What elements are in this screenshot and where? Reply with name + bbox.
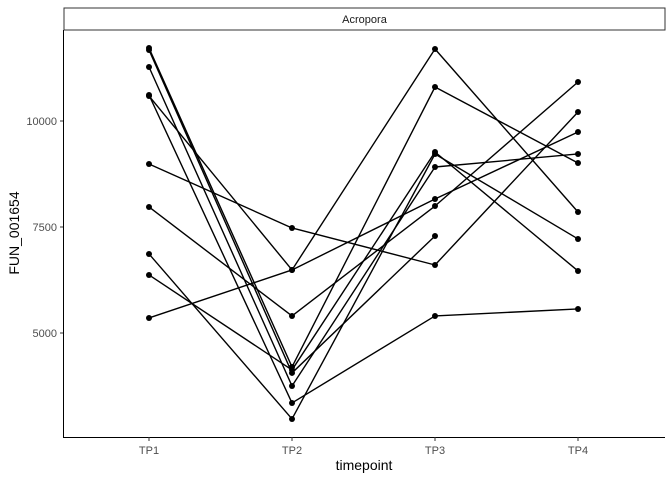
series-line-6 [148, 95, 293, 271]
data-point [146, 47, 152, 54]
data-point [432, 83, 438, 90]
series-line-4 [148, 274, 293, 371]
data-point [289, 399, 295, 406]
data-point [575, 208, 581, 215]
data-point [575, 128, 581, 135]
series-line-10 [291, 235, 436, 374]
series-line-10 [148, 49, 293, 374]
data-point [289, 312, 295, 319]
data-point [289, 266, 295, 273]
data-point [575, 150, 581, 157]
y-tick-label: 7500 [33, 222, 57, 234]
series-line-9 [434, 86, 579, 164]
x-tick-label: TP4 [568, 445, 588, 457]
series-line-5 [291, 198, 436, 271]
data-point [146, 203, 152, 210]
x-axis-label: timepoint [336, 457, 393, 473]
panel-title: Acropora [342, 14, 388, 26]
series-line-8 [434, 153, 579, 168]
data-point [432, 232, 438, 239]
series-line-7 [148, 94, 293, 404]
data-point [575, 235, 581, 242]
data-point [146, 271, 152, 278]
series-line-6 [291, 48, 436, 271]
data-point [575, 78, 581, 85]
data-point [575, 305, 581, 312]
series-line-9 [148, 47, 293, 368]
data-point [575, 109, 581, 116]
data-point [146, 64, 152, 71]
data-point [432, 148, 438, 155]
strip-header [63, 7, 666, 31]
data-point [146, 92, 152, 99]
series-line-4 [434, 151, 579, 272]
data-point [146, 314, 152, 321]
data-point [432, 312, 438, 319]
data-point [432, 46, 438, 53]
data-point [432, 203, 438, 210]
series-line-6 [434, 48, 579, 213]
x-tick-label: TP2 [282, 445, 302, 457]
data-point [289, 415, 295, 422]
data-point [289, 382, 295, 389]
series-line-8 [148, 66, 293, 387]
series-line-3 [148, 253, 293, 420]
series-line-4 [291, 151, 436, 371]
y-tick-label: 10000 [26, 116, 57, 128]
data-point [575, 159, 581, 166]
data-point [575, 267, 581, 274]
data-point [146, 160, 152, 167]
series-line-5 [434, 131, 579, 200]
series-line-2 [148, 206, 293, 317]
data-point [146, 250, 152, 257]
series-line-7 [434, 308, 579, 317]
series-line-1 [148, 163, 293, 229]
x-tick-label: TP3 [425, 445, 445, 457]
data-point [432, 164, 438, 171]
data-point [432, 261, 438, 268]
series-line-9 [291, 86, 436, 368]
x-tick-label: TP1 [139, 445, 159, 457]
series-line-5 [148, 269, 293, 319]
y-tick-label: 5000 [33, 328, 57, 340]
series-line-2 [434, 81, 579, 207]
data-point [289, 224, 295, 231]
data-point [432, 196, 438, 203]
series-line-7 [291, 315, 436, 404]
data-point [289, 369, 295, 376]
series-line-3 [434, 153, 579, 240]
y-axis-label: FUN_001654 [6, 191, 22, 274]
series-line-1 [434, 111, 579, 266]
series-line-3 [291, 153, 436, 420]
